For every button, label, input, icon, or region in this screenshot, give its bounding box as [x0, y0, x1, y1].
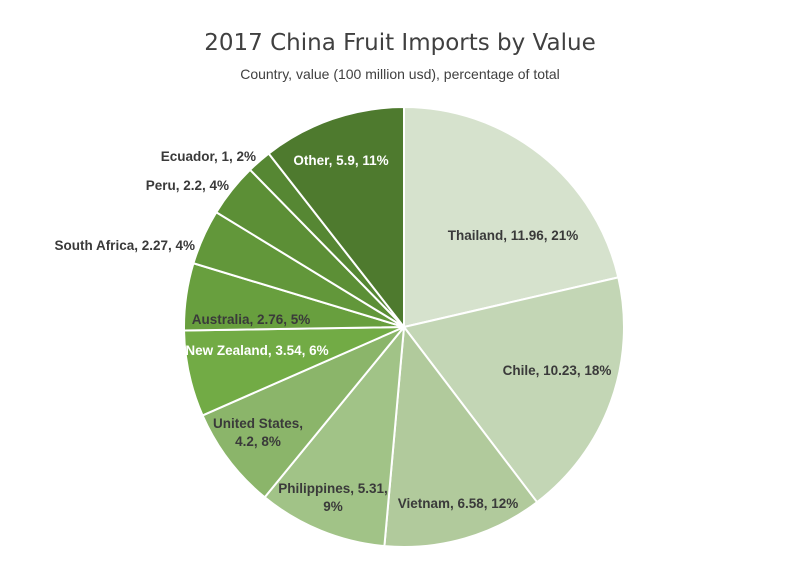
- pie-slice-thailand: [403, 106, 620, 328]
- pie-slice-philippines: [263, 326, 405, 548]
- slice-label-chile: Chile, 10.23, 18%: [503, 363, 612, 378]
- chart-title: 2017 China Fruit Imports by Value: [204, 30, 596, 56]
- pie-slice-other: [267, 106, 405, 328]
- slice-label-new-zealand: New Zealand, 3.54, 6%: [185, 343, 328, 358]
- slice-label-australia: Australia, 2.76, 5%: [192, 312, 311, 327]
- slice-label-ecuador: Ecuador, 1, 2%: [161, 149, 256, 164]
- pie-slice-vietnam: [383, 326, 539, 548]
- pie-slice-united-states: [201, 326, 405, 499]
- slice-label-vietnam: Vietnam, 6.58, 12%: [398, 496, 519, 511]
- pie-slice-chile: [403, 276, 625, 504]
- slice-label-peru: Peru, 2.2, 4%: [146, 178, 229, 193]
- slice-label-other: Other, 5.9, 11%: [293, 153, 388, 168]
- pie-labels: Thailand, 11.96, 21% Chile, 10.23, 18% Vie…: [54, 149, 611, 514]
- slice-label-philippines: Philippines, 5.31, 9%: [278, 481, 388, 514]
- slice-label-south-africa: South Africa, 2.27, 4%: [54, 238, 195, 253]
- pie-slices: [183, 106, 625, 548]
- slice-label-thailand: Thailand, 11.96, 21%: [448, 228, 579, 243]
- chart-subtitle: Country, value (100 million usd), percen…: [240, 66, 560, 82]
- slice-label-united-states: United States, 4.2, 8%: [213, 416, 303, 449]
